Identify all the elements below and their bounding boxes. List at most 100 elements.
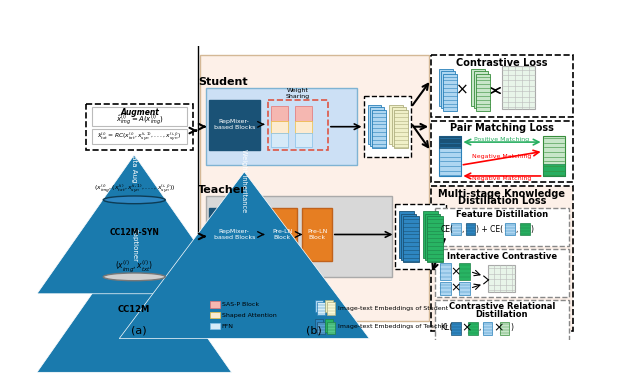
- Bar: [209, 100, 260, 150]
- Bar: [205, 88, 356, 165]
- Bar: [431, 55, 573, 117]
- Bar: [466, 223, 476, 235]
- Text: ×: ×: [493, 321, 504, 334]
- Bar: [268, 100, 328, 150]
- Bar: [474, 71, 488, 108]
- Text: Image-text Embeddings of Student: Image-text Embeddings of Student: [338, 306, 448, 311]
- Text: ): ): [510, 323, 513, 332]
- Text: ×: ×: [450, 282, 460, 295]
- Bar: [315, 319, 323, 332]
- Text: Data Aug: Data Aug: [131, 150, 137, 182]
- Bar: [210, 323, 220, 329]
- Bar: [506, 223, 515, 235]
- Bar: [483, 322, 492, 335]
- Bar: [271, 121, 289, 133]
- Text: SAS-P Block: SAS-P Block: [222, 302, 259, 307]
- Bar: [502, 66, 535, 109]
- Bar: [520, 223, 529, 235]
- Text: Teacher: Teacher: [198, 185, 246, 195]
- Text: RepMixer-
based Blocks: RepMixer- based Blocks: [214, 229, 255, 240]
- Bar: [294, 106, 312, 121]
- Text: Captioner: Captioner: [131, 228, 137, 262]
- Text: ×: ×: [461, 321, 472, 334]
- Bar: [327, 302, 335, 314]
- Bar: [389, 105, 403, 144]
- Bar: [403, 216, 419, 262]
- Bar: [92, 129, 187, 144]
- Text: (a): (a): [131, 326, 147, 336]
- Bar: [210, 312, 220, 319]
- Text: CC12M-SYN: CC12M-SYN: [109, 228, 159, 238]
- Ellipse shape: [103, 196, 165, 204]
- Text: Shaped Attention: Shaped Attention: [222, 313, 276, 318]
- Text: Pre-LN
Block: Pre-LN Block: [272, 229, 292, 240]
- Bar: [92, 107, 187, 126]
- Bar: [210, 301, 220, 308]
- Bar: [364, 96, 411, 157]
- Bar: [372, 110, 386, 148]
- Ellipse shape: [103, 295, 165, 302]
- Text: RepMixer-
based Blocks: RepMixer- based Blocks: [214, 119, 255, 130]
- Bar: [200, 55, 429, 321]
- Bar: [317, 322, 325, 334]
- Text: ,: ,: [478, 323, 481, 332]
- Bar: [451, 223, 461, 235]
- Bar: [543, 163, 565, 176]
- Text: ,: ,: [516, 225, 518, 234]
- Text: $\hat{x}_{txt}^{(i)} = RC(x_{txt}^{(i)}, x_{syn}^{(i,1)},..., x_{syn}^{(i,j)})$: $\hat{x}_{txt}^{(i)} = RC(x_{txt}^{(i)},…: [97, 130, 182, 143]
- Bar: [451, 322, 461, 335]
- Bar: [206, 296, 307, 335]
- Bar: [543, 136, 565, 176]
- Bar: [209, 207, 260, 261]
- Bar: [428, 216, 443, 262]
- Bar: [315, 300, 323, 312]
- Text: $\hat{x}_{img}^{(i)} = A(x_{img}^{(i)})$: $\hat{x}_{img}^{(i)} = A(x_{img}^{(i)})$: [116, 113, 164, 128]
- Bar: [268, 207, 297, 261]
- Text: Multi-stage Knowledge: Multi-stage Knowledge: [438, 189, 566, 199]
- Bar: [103, 200, 165, 222]
- Text: Weight Inheritance: Weight Inheritance: [241, 149, 247, 212]
- Text: Feature Distillation: Feature Distillation: [456, 210, 548, 219]
- Bar: [431, 121, 573, 182]
- Text: Weight
Sharing: Weight Sharing: [285, 88, 310, 99]
- Bar: [325, 319, 333, 332]
- Bar: [271, 133, 289, 147]
- Bar: [439, 136, 461, 176]
- Bar: [271, 106, 289, 121]
- Bar: [205, 196, 392, 277]
- Bar: [435, 249, 569, 297]
- Text: Contrastive Relational: Contrastive Relational: [449, 303, 555, 311]
- Bar: [325, 300, 333, 312]
- Bar: [431, 186, 573, 331]
- Ellipse shape: [103, 273, 165, 281]
- Bar: [303, 207, 332, 261]
- Bar: [459, 282, 470, 295]
- Bar: [439, 69, 452, 106]
- Text: Pair Matching Loss: Pair Matching Loss: [450, 123, 554, 133]
- Text: KL(: KL(: [440, 323, 452, 332]
- Text: (b): (b): [306, 326, 322, 336]
- Ellipse shape: [103, 218, 165, 225]
- Text: $(x_{img}^{(i)},(x_{txt}^{(i)},x_{syn}^{(i,1)},...,x_{syn}^{(i,j)}))$: $(x_{img}^{(i)},(x_{txt}^{(i)},x_{syn}^{…: [93, 182, 175, 195]
- Bar: [86, 104, 193, 150]
- Text: FFN: FFN: [222, 324, 234, 329]
- Text: CE(: CE(: [440, 225, 453, 234]
- Bar: [294, 121, 312, 133]
- Text: ): ): [531, 225, 533, 234]
- Text: Contrastive Loss: Contrastive Loss: [456, 58, 548, 68]
- Bar: [459, 263, 470, 280]
- Text: $(x_{img}^{(i)},x_{txt}^{(i)})$: $(x_{img}^{(i)},x_{txt}^{(i)})$: [115, 259, 154, 275]
- Bar: [488, 264, 515, 292]
- Bar: [435, 300, 569, 346]
- Bar: [439, 136, 461, 148]
- Text: Distillation: Distillation: [476, 310, 528, 319]
- Text: Negative Matching: Negative Matching: [472, 176, 532, 181]
- Text: Interactive Contrastive: Interactive Contrastive: [447, 252, 557, 261]
- Text: CC12M: CC12M: [118, 306, 150, 314]
- Bar: [500, 322, 509, 335]
- Bar: [468, 322, 477, 335]
- Text: ) + CE(: ) + CE(: [476, 225, 503, 234]
- Bar: [370, 107, 384, 146]
- Bar: [435, 207, 569, 246]
- Bar: [422, 211, 438, 257]
